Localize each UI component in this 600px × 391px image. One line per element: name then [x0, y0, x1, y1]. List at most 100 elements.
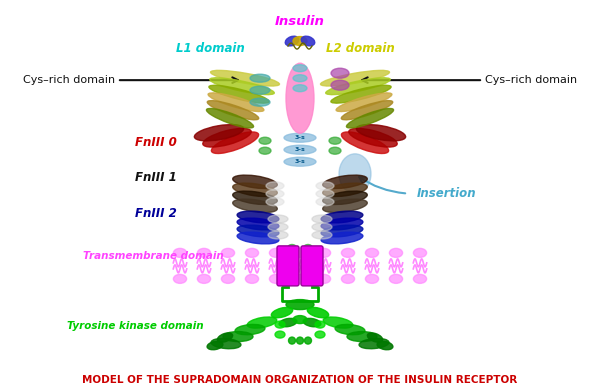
Ellipse shape	[413, 274, 427, 283]
Ellipse shape	[266, 182, 284, 190]
Ellipse shape	[284, 157, 316, 166]
Ellipse shape	[312, 215, 332, 223]
Ellipse shape	[312, 231, 332, 239]
Ellipse shape	[285, 36, 299, 46]
Text: Transmembrane domain: Transmembrane domain	[83, 251, 223, 261]
Ellipse shape	[284, 145, 316, 154]
Ellipse shape	[305, 337, 311, 344]
Ellipse shape	[389, 274, 403, 283]
Ellipse shape	[307, 307, 329, 318]
Ellipse shape	[316, 198, 334, 206]
Text: Cys–rich domain: Cys–rich domain	[23, 75, 115, 85]
Ellipse shape	[211, 132, 259, 154]
Ellipse shape	[389, 248, 403, 257]
Text: FnIII 0: FnIII 0	[135, 136, 177, 149]
Ellipse shape	[316, 190, 334, 198]
Ellipse shape	[293, 85, 307, 92]
Ellipse shape	[289, 337, 296, 344]
Ellipse shape	[271, 307, 293, 318]
Ellipse shape	[331, 85, 391, 103]
Ellipse shape	[217, 333, 233, 342]
Text: L1 domain: L1 domain	[176, 42, 244, 56]
Ellipse shape	[233, 199, 277, 213]
Ellipse shape	[211, 339, 241, 349]
Ellipse shape	[349, 128, 397, 147]
Ellipse shape	[341, 274, 355, 283]
Ellipse shape	[367, 333, 383, 342]
Ellipse shape	[275, 331, 285, 338]
Ellipse shape	[315, 321, 325, 328]
Ellipse shape	[197, 248, 211, 257]
Ellipse shape	[211, 70, 280, 86]
Ellipse shape	[347, 332, 377, 342]
Ellipse shape	[209, 85, 269, 103]
Ellipse shape	[341, 132, 389, 154]
Ellipse shape	[275, 321, 285, 328]
Ellipse shape	[312, 223, 332, 231]
Ellipse shape	[336, 93, 392, 111]
Text: Cys–rich domain: Cys–rich domain	[485, 75, 577, 85]
Ellipse shape	[197, 274, 211, 283]
Ellipse shape	[259, 147, 271, 154]
Ellipse shape	[210, 78, 274, 95]
Text: FnIII 1: FnIII 1	[135, 171, 177, 185]
Text: 3-s: 3-s	[295, 159, 305, 164]
Text: Insertion: Insertion	[417, 187, 476, 200]
Ellipse shape	[331, 80, 349, 90]
Ellipse shape	[221, 248, 235, 257]
Ellipse shape	[293, 316, 307, 324]
Ellipse shape	[269, 274, 283, 283]
Ellipse shape	[341, 100, 393, 120]
Ellipse shape	[303, 318, 321, 327]
Ellipse shape	[323, 191, 367, 204]
Ellipse shape	[323, 175, 367, 188]
Ellipse shape	[237, 218, 279, 230]
Ellipse shape	[250, 98, 270, 106]
Ellipse shape	[329, 147, 341, 154]
Ellipse shape	[247, 317, 277, 328]
Text: Tyrosine kinase domain: Tyrosine kinase domain	[67, 321, 203, 332]
Ellipse shape	[356, 125, 406, 141]
Ellipse shape	[269, 248, 283, 257]
Ellipse shape	[293, 75, 307, 82]
Text: 3-s: 3-s	[295, 147, 305, 152]
Ellipse shape	[286, 63, 314, 133]
Ellipse shape	[331, 68, 349, 78]
Ellipse shape	[237, 232, 279, 244]
Ellipse shape	[286, 300, 314, 310]
Ellipse shape	[316, 182, 334, 190]
Ellipse shape	[293, 274, 307, 283]
Ellipse shape	[293, 65, 307, 72]
Ellipse shape	[293, 36, 307, 46]
Ellipse shape	[207, 100, 259, 120]
Ellipse shape	[365, 248, 379, 257]
Ellipse shape	[266, 198, 284, 206]
Ellipse shape	[359, 339, 389, 349]
Ellipse shape	[237, 225, 279, 237]
Ellipse shape	[323, 183, 367, 197]
Ellipse shape	[323, 317, 353, 328]
Ellipse shape	[321, 232, 363, 244]
Ellipse shape	[233, 175, 277, 188]
Ellipse shape	[250, 86, 270, 94]
Ellipse shape	[245, 274, 259, 283]
Ellipse shape	[296, 337, 304, 344]
Ellipse shape	[237, 211, 279, 223]
Ellipse shape	[321, 211, 363, 223]
Ellipse shape	[326, 78, 390, 95]
Ellipse shape	[259, 137, 271, 144]
Ellipse shape	[346, 108, 394, 128]
Ellipse shape	[284, 133, 316, 142]
FancyBboxPatch shape	[301, 246, 323, 286]
Ellipse shape	[365, 274, 379, 283]
Text: L2 domain: L2 domain	[326, 42, 394, 56]
Ellipse shape	[321, 218, 363, 230]
Ellipse shape	[207, 341, 223, 350]
Ellipse shape	[223, 332, 253, 342]
Ellipse shape	[235, 325, 265, 335]
Ellipse shape	[301, 36, 315, 46]
Ellipse shape	[377, 341, 393, 350]
Ellipse shape	[268, 215, 288, 223]
Ellipse shape	[323, 199, 367, 213]
Ellipse shape	[206, 108, 254, 128]
